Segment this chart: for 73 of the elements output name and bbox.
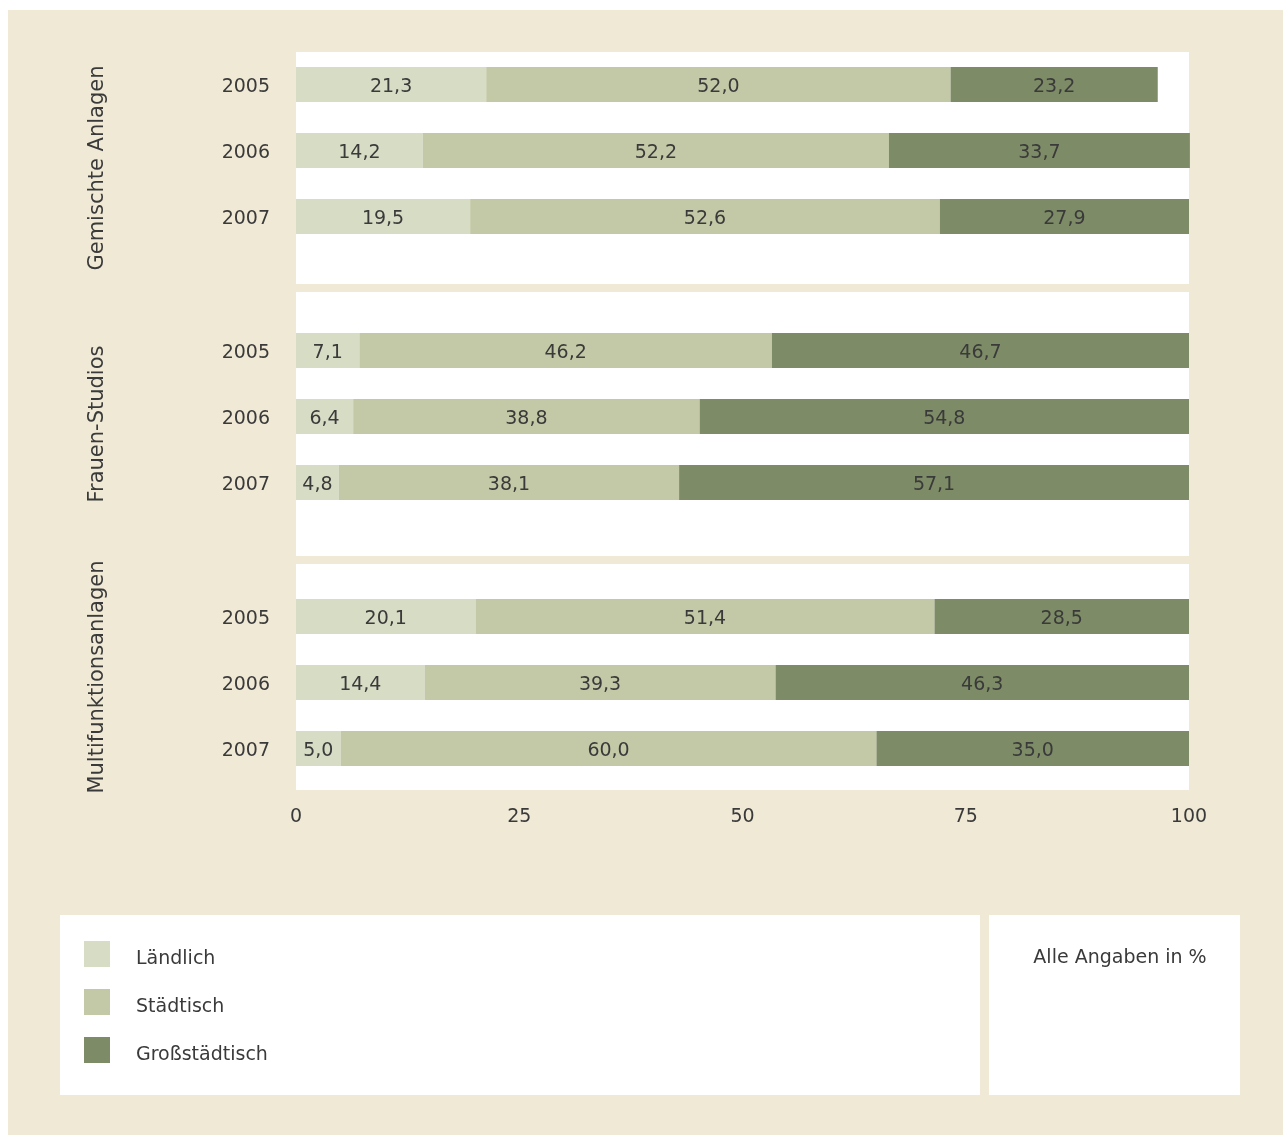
y-tick-label: 2005 — [221, 339, 270, 362]
data-label: 57,1 — [912, 471, 956, 494]
bar — [775, 665, 1189, 700]
bar — [470, 199, 940, 234]
y-tick-label: 2007 — [221, 205, 270, 228]
data-label: 46,2 — [544, 339, 587, 362]
bar — [699, 399, 1189, 434]
bar — [340, 731, 877, 766]
bar — [338, 465, 680, 500]
data-label: 27,9 — [1043, 205, 1086, 228]
bar — [939, 199, 1189, 234]
data-label: 4,8 — [302, 471, 333, 494]
data-label: 7,1 — [312, 339, 343, 362]
x-tick-label: 100 — [1170, 804, 1208, 826]
bar — [296, 67, 487, 102]
bar — [679, 465, 1189, 500]
x-tick-label: 25 — [507, 804, 532, 826]
bar — [422, 133, 889, 168]
bar — [296, 399, 354, 434]
data-label: 14,4 — [339, 671, 382, 694]
y-tick-label: 2005 — [221, 73, 270, 96]
bar — [296, 199, 471, 234]
data-label: 54,8 — [923, 405, 966, 428]
data-label: 52,6 — [683, 205, 727, 228]
data-label: 20,1 — [364, 605, 407, 628]
x-tick-label: 75 — [953, 804, 978, 826]
data-label: 23,2 — [1033, 73, 1076, 96]
legend-label: Großstädtisch — [136, 1042, 268, 1064]
bar — [424, 665, 776, 700]
y-tick-label: 2007 — [221, 471, 270, 494]
y-axis-title: Gemischte Anlagen — [84, 65, 108, 271]
bar — [888, 133, 1190, 168]
data-label: 35,0 — [1011, 737, 1054, 760]
legend-label: Ländlich — [136, 946, 216, 968]
data-label: 51,4 — [683, 605, 727, 628]
bar — [934, 599, 1189, 634]
bar — [486, 67, 951, 102]
bar — [359, 333, 772, 368]
data-label: 52,2 — [634, 139, 678, 162]
bar — [296, 333, 360, 368]
data-label: 5,0 — [303, 737, 334, 760]
data-label: 14,2 — [338, 139, 381, 162]
x-tick-label: 0 — [289, 804, 303, 826]
y-axis-title: Frauen-Studios — [84, 345, 108, 503]
bar — [475, 599, 935, 634]
data-label: 19,5 — [361, 205, 405, 228]
data-label: 46,3 — [961, 671, 1004, 694]
bar — [353, 399, 700, 434]
bar — [950, 67, 1158, 102]
y-tick-label: 2006 — [221, 671, 270, 694]
bar — [771, 333, 1189, 368]
data-label: 38,1 — [487, 471, 531, 494]
y-axis-title: Multifunktionsanlagen — [84, 560, 108, 794]
data-label: 28,5 — [1040, 605, 1083, 628]
data-label: 38,8 — [505, 405, 548, 428]
legend-label: Städtisch — [136, 994, 225, 1016]
data-label: 6,4 — [309, 405, 340, 428]
data-label: 52,0 — [697, 73, 740, 96]
data-label: 46,7 — [959, 339, 1002, 362]
y-tick-label: 2006 — [221, 139, 270, 162]
data-label: 39,3 — [578, 671, 622, 694]
bar — [296, 599, 476, 634]
data-label: 21,3 — [369, 73, 413, 96]
x-tick-label: 50 — [730, 804, 755, 826]
data-label: 33,7 — [1018, 139, 1061, 162]
bar — [876, 731, 1189, 766]
y-tick-label: 2007 — [221, 737, 270, 760]
y-tick-label: 2005 — [221, 605, 270, 628]
bar — [296, 133, 423, 168]
data-label: 60,0 — [587, 737, 630, 760]
bar — [296, 665, 425, 700]
text: Alle Angaben in % — [1033, 945, 1207, 967]
y-tick-label: 2006 — [221, 405, 270, 428]
